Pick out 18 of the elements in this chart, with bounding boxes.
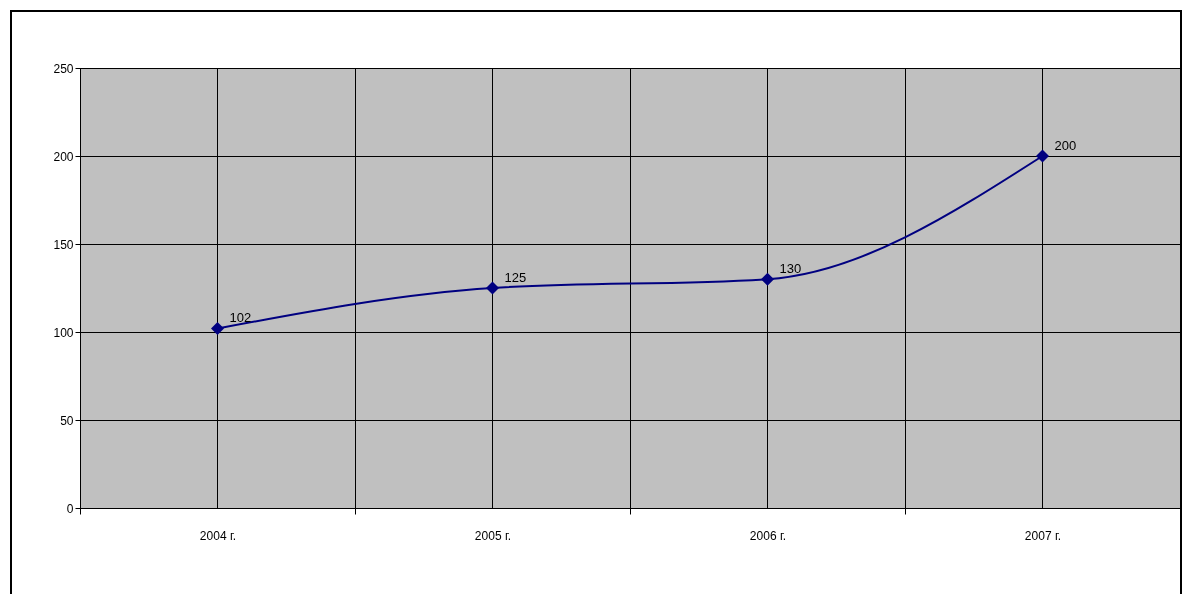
- y-tick-label: 50: [60, 413, 74, 428]
- y-tick-label: 250: [53, 61, 74, 76]
- x-tick-label: 2005 г.: [474, 528, 512, 543]
- point: [760, 272, 775, 286]
- y-tick-label: 150: [53, 237, 74, 252]
- x-tick-label: 2007 г.: [1024, 528, 1062, 543]
- point: [210, 321, 225, 335]
- x-tick-label: 2004 г.: [199, 528, 237, 543]
- y-tick-label: 200: [53, 149, 74, 164]
- y-tick-label: 0: [66, 501, 74, 516]
- data-label: 102: [229, 310, 252, 326]
- data-label: 130: [779, 261, 802, 277]
- point: [1035, 149, 1050, 163]
- y-tick-label: 100: [53, 325, 74, 340]
- point: [485, 281, 500, 295]
- data-label: 200: [1054, 138, 1077, 153]
- data-label: 125: [504, 270, 527, 285]
- x-tick-label: 2006 г.: [749, 528, 787, 543]
